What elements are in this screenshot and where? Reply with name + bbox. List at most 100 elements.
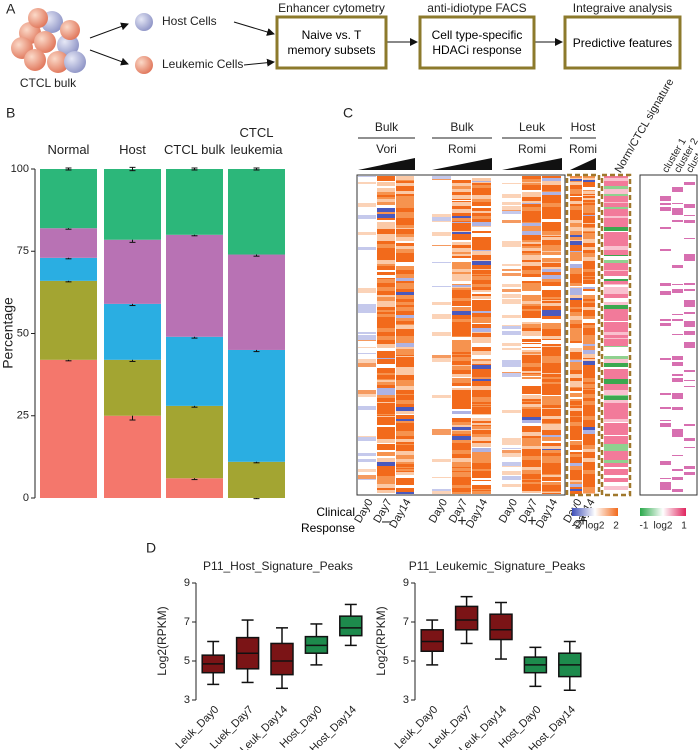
- heatmap-cell: [358, 390, 376, 394]
- heatmap-cell: [570, 360, 582, 362]
- heatmap-cell: [583, 253, 595, 257]
- heatmap-cell: [452, 370, 471, 373]
- heatmap-cell: [396, 485, 414, 488]
- heatmap-cell: [583, 186, 595, 187]
- heatmap-cell: [672, 489, 683, 491]
- heatmap-cell: [570, 420, 582, 422]
- heatmap-cell: [570, 417, 582, 418]
- heatmap-cell: [396, 225, 414, 226]
- heatmap-cell: [604, 218, 628, 221]
- heatmap-cell: [452, 322, 471, 326]
- heatmap-cell: [502, 462, 521, 466]
- heatmap-cell: [522, 334, 541, 336]
- y-tick-label: 50: [17, 327, 29, 339]
- heatmap-cell: [583, 457, 595, 458]
- heatmap-cell: [502, 410, 521, 413]
- heatmap-cell: [502, 183, 521, 184]
- heatmap-cell: [502, 476, 521, 480]
- heatmap-cell: [604, 436, 628, 438]
- bar-segment: [166, 169, 223, 235]
- heatmap-cell: [604, 410, 628, 411]
- heatmap-cell: [604, 176, 628, 178]
- heatmap-cell: [522, 402, 541, 404]
- heatmap-cell: [472, 434, 491, 437]
- heatmap-cell: [570, 324, 582, 328]
- heatmap-cell: [377, 260, 395, 264]
- heatmap-cell: [604, 356, 628, 357]
- heatmap-cell: [570, 178, 582, 179]
- heatmap-cell: [522, 388, 541, 390]
- heatmap-cell: [452, 186, 471, 189]
- heatmap-cell: [604, 475, 628, 478]
- heatmap-cell: [522, 417, 541, 420]
- heatmap-cell: [684, 466, 695, 469]
- heatmap-cell: [522, 355, 541, 359]
- heatmap-cell: [542, 222, 561, 223]
- heatmap-cell: [396, 266, 414, 269]
- heatmap-cell: [542, 454, 561, 456]
- heatmap-cell: [604, 209, 628, 213]
- heatmap-cell: [377, 348, 395, 351]
- heatmap-cell: [472, 333, 491, 337]
- heatmap-cell: [604, 276, 628, 279]
- heatmap-cell: [583, 299, 595, 301]
- heatmap-cell: [583, 301, 595, 303]
- heatmap-cell: [570, 241, 582, 245]
- heatmap-cell: [472, 386, 491, 389]
- heatmap-cell: [660, 408, 671, 409]
- heatmap-cell: [472, 266, 491, 269]
- heatmap-cell: [672, 393, 683, 395]
- heatmap-cell: [684, 238, 695, 239]
- heatmap-cell: [604, 203, 628, 207]
- heatmap-cell: [542, 294, 561, 297]
- heatmap-cell: [570, 268, 582, 270]
- heatmap-cell: [583, 458, 595, 462]
- heatmap-cell: [396, 196, 414, 199]
- heatmap-cell: [452, 480, 471, 483]
- heatmap-cell: [684, 472, 695, 475]
- heatmap-cell: [472, 359, 491, 361]
- heatmap-cell: [396, 444, 414, 445]
- heatmap-cell: [583, 205, 595, 209]
- heatmap-cell: [452, 383, 471, 386]
- heatmap-cell: [522, 442, 541, 446]
- legend-label: -1: [640, 521, 649, 532]
- heatmap-cell: [396, 347, 414, 349]
- panel-label: A: [6, 1, 16, 17]
- heatmap-cell: [452, 222, 471, 223]
- heatmap-cell: [452, 392, 471, 394]
- heatmap-cell: [432, 429, 451, 431]
- heatmap-cell: [542, 353, 561, 356]
- heatmap-cell: [583, 359, 595, 361]
- heatmap-cell: [432, 262, 451, 263]
- heatmap-cell: [472, 410, 491, 413]
- heatmap-cell: [672, 477, 683, 480]
- heatmap-cell: [472, 413, 491, 414]
- heatmap-cell: [472, 452, 491, 456]
- heatmap-cell: [377, 199, 395, 202]
- heatmap-cell: [570, 189, 582, 191]
- heatmap-cell: [684, 254, 695, 257]
- heatmap-cell: [396, 180, 414, 181]
- box: [339, 615, 363, 637]
- heatmap-cell: [377, 283, 395, 284]
- heatmap-cell: [684, 289, 695, 291]
- heatmap-cell: [472, 276, 491, 280]
- step-box-text: Naive vs. T memory subsets: [287, 28, 376, 57]
- heatmap-cell: [452, 354, 471, 355]
- heatmap-cell: [377, 208, 395, 212]
- heatmap-cell: [522, 240, 541, 242]
- heatmap-cell: [604, 426, 628, 429]
- heatmap-cell: [604, 300, 628, 302]
- heatmap-cell: [522, 368, 541, 371]
- heatmap-cell: [570, 374, 582, 378]
- heatmap-cell: [472, 485, 491, 489]
- heatmap-cell: [396, 478, 414, 479]
- bar-segment: [40, 228, 97, 258]
- heatmap-cell: [604, 489, 628, 490]
- heatmap-cell: [377, 272, 395, 273]
- heatmap-cell: [452, 418, 471, 420]
- heatmap-cell: [604, 357, 628, 359]
- heatmap-cell: [570, 295, 582, 298]
- heatmap-cell: [377, 439, 395, 443]
